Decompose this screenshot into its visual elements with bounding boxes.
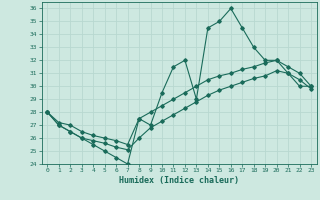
X-axis label: Humidex (Indice chaleur): Humidex (Indice chaleur) [119, 176, 239, 185]
